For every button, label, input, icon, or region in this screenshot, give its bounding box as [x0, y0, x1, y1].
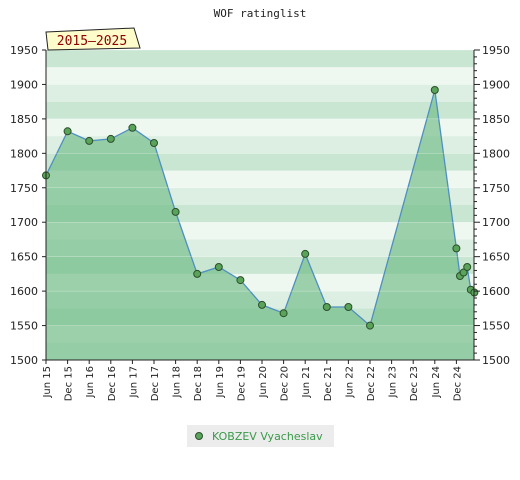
data-point [214, 263, 223, 271]
y-tick-label-right: 1750 [482, 182, 510, 195]
period-badge-text: 2015–2025 [57, 34, 127, 49]
x-tick-label: Dec 23 [409, 366, 420, 401]
x-tick-label: Jun 23 [388, 366, 399, 399]
data-point [366, 321, 374, 330]
background-band [46, 101, 474, 119]
y-tick-label: 1900 [10, 78, 38, 91]
data-point [171, 207, 180, 216]
data-point [279, 309, 288, 318]
x-tick-label: Dec 19 [236, 366, 247, 401]
x-tick-label: Jun 19 [215, 366, 226, 399]
y-tick-label: 1650 [10, 251, 38, 264]
data-point [430, 86, 439, 94]
y-tick-label-right: 1700 [482, 216, 510, 229]
y-tick-label-right: 1600 [482, 285, 510, 298]
background-band [46, 118, 474, 137]
legend-label: KOBZEV Vyacheslav [212, 430, 323, 443]
data-point [85, 136, 94, 145]
chart-title: WOF ratinglist [214, 7, 307, 20]
y-tick-label: 1500 [10, 354, 38, 367]
y-tick-label-right: 1950 [482, 44, 510, 57]
x-tick-label: Jun 22 [344, 366, 355, 399]
x-tick-label: Jun 18 [172, 366, 183, 399]
x-tick-label: Dec 17 [150, 366, 161, 401]
background-band [46, 50, 474, 68]
y-tick-label-right: 1500 [482, 354, 510, 367]
legend-marker [195, 432, 203, 440]
data-point [106, 134, 115, 143]
y-tick-label-right: 1650 [482, 251, 510, 264]
data-point [150, 139, 158, 147]
background-band [46, 67, 474, 85]
y-tick-label: 1600 [10, 285, 38, 298]
x-tick-label: Jun 20 [258, 366, 269, 399]
data-point [193, 269, 202, 278]
x-tick-label: Dec 24 [452, 366, 463, 401]
x-tick-label: Dec 18 [193, 366, 204, 401]
y-tick-label-right: 1850 [482, 113, 510, 126]
x-tick-label: Jun 17 [128, 366, 139, 399]
data-point [322, 303, 331, 311]
y-tick-label: 1950 [10, 44, 38, 57]
data-point [459, 268, 468, 277]
legend-box [187, 425, 334, 447]
area-fill [46, 90, 475, 360]
data-point [236, 276, 245, 285]
axes: 1500 1500 1550 1550 1600 1600 1650 1650 1700 1700… [10, 44, 510, 401]
y-tick-label: 1800 [10, 147, 38, 160]
x-tick-label: Jun 21 [301, 366, 312, 399]
data-point [463, 263, 472, 271]
data-point [63, 127, 72, 136]
legend[interactable]: KOBZEV Vyacheslav [187, 425, 334, 447]
data-point [128, 123, 137, 132]
y-tick-label-right: 1800 [482, 147, 510, 160]
period-badge: 2015–2025 [45, 27, 141, 51]
x-tick-label: Dec 16 [107, 366, 118, 401]
x-tick-label: Dec 21 [323, 366, 334, 401]
y-tick-label-right: 1900 [482, 78, 510, 91]
x-tick-label: Dec 22 [366, 366, 377, 401]
y-tick-label: 1550 [10, 320, 38, 333]
background-band [46, 84, 474, 102]
data-point [301, 249, 310, 258]
x-tick-label: Dec 20 [280, 366, 291, 401]
x-tick-label: Dec 15 [64, 366, 75, 401]
y-tick-label: 1850 [10, 113, 38, 126]
data-points [42, 86, 479, 330]
period-badge-shape [45, 27, 141, 51]
data-point [344, 303, 353, 311]
x-tick-label: Jun 16 [85, 366, 96, 399]
data-point [452, 244, 461, 253]
y-tick-label: 1700 [10, 216, 38, 229]
y-tick-label-right: 1550 [482, 320, 510, 333]
data-point [258, 300, 266, 309]
y-tick-label: 1750 [10, 182, 38, 195]
x-tick-label: Jun 15 [42, 366, 53, 399]
x-tick-label: Jun 24 [431, 366, 442, 399]
